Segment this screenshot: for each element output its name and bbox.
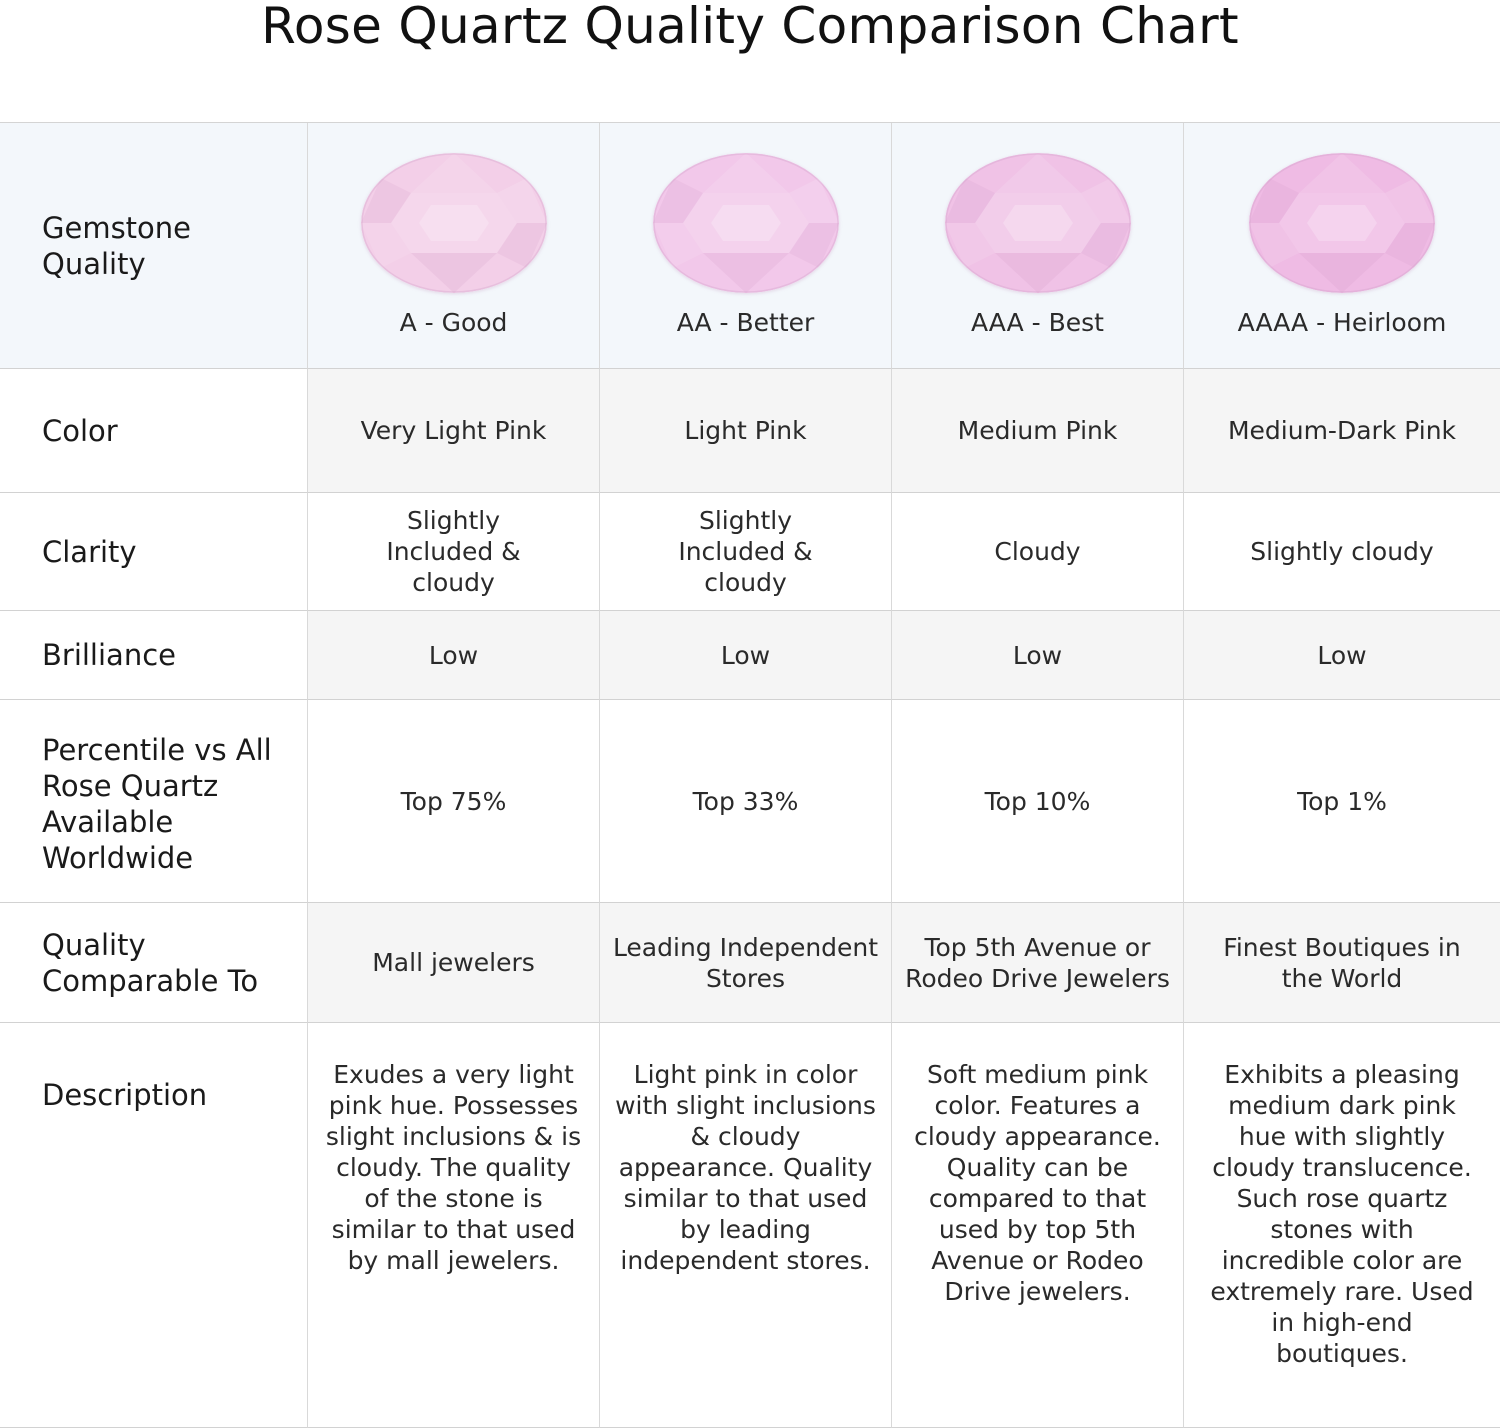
- row-label-clarity: Clarity: [0, 493, 308, 611]
- gem-image-a: [360, 153, 547, 293]
- gem-facets: [944, 153, 1131, 293]
- grade-a-cell: A - Good: [308, 123, 600, 369]
- grade-aaaa-cell: AAAA - Heirloom: [1184, 123, 1500, 369]
- row-label-gemstone-quality: Gemstone Quality: [0, 123, 308, 369]
- percentile-aaaa: Top 1%: [1184, 700, 1500, 903]
- quality-comparison-table: Gemstone Quality A - Good AA - Better AA…: [0, 122, 1500, 1428]
- comparable-aa: Leading Independent Stores: [600, 903, 892, 1023]
- color-aa: Light Pink: [600, 369, 892, 493]
- grade-a-label: A - Good: [399, 308, 508, 337]
- grade-aaaa-label: AAAA - Heirloom: [1237, 308, 1447, 337]
- brilliance-aaaa: Low: [1184, 611, 1500, 700]
- clarity-aaaa: Slightly cloudy: [1184, 493, 1500, 611]
- brilliance-aa: Low: [600, 611, 892, 700]
- gem-facets: [1249, 153, 1435, 293]
- description-aaaa: Exhibits a pleasing medium dark pink hue…: [1184, 1023, 1500, 1428]
- description-a: Exudes a very light pink hue. Possesses …: [308, 1023, 600, 1428]
- comparable-a: Mall jewelers: [308, 903, 600, 1023]
- color-a: Very Light Pink: [308, 369, 600, 493]
- row-label-color: Color: [0, 369, 308, 493]
- row-label-percentile: Percentile vs All Rose Quartz Available …: [0, 700, 308, 903]
- percentile-aaa: Top 10%: [892, 700, 1184, 903]
- gem-facets: [652, 153, 839, 293]
- row-label-comparable-to: Quality Comparable To: [0, 903, 308, 1023]
- chart-title: Rose Quartz Quality Comparison Chart: [261, 0, 1239, 55]
- gem-image-aa: [652, 153, 839, 293]
- clarity-a: Slightly Included & cloudy: [308, 493, 600, 611]
- gem-facets: [360, 153, 547, 293]
- brilliance-a: Low: [308, 611, 600, 700]
- row-label-brilliance: Brilliance: [0, 611, 308, 700]
- row-label-description: Description: [0, 1023, 308, 1428]
- gem-image-aaaa: [1249, 153, 1435, 293]
- percentile-aa: Top 33%: [600, 700, 892, 903]
- clarity-aa: Slightly Included & cloudy: [600, 493, 892, 611]
- grade-aa-cell: AA - Better: [600, 123, 892, 369]
- color-aaaa: Medium-Dark Pink: [1184, 369, 1500, 493]
- brilliance-aaa: Low: [892, 611, 1184, 700]
- percentile-a: Top 75%: [308, 700, 600, 903]
- grade-aaa-cell: AAA - Best: [892, 123, 1184, 369]
- description-aa: Light pink in color with slight inclusio…: [600, 1023, 892, 1428]
- clarity-aaa: Cloudy: [892, 493, 1184, 611]
- comparable-aaaa: Finest Boutiques in the World: [1184, 903, 1500, 1023]
- grade-aaa-label: AAA - Best: [971, 308, 1104, 337]
- description-aaa: Soft medium pink color. Features a cloud…: [892, 1023, 1184, 1428]
- grade-aa-label: AA - Better: [676, 308, 815, 337]
- gem-image-aaa: [944, 153, 1131, 293]
- comparable-aaa: Top 5th Avenue or Rodeo Drive Jewelers: [892, 903, 1184, 1023]
- color-aaa: Medium Pink: [892, 369, 1184, 493]
